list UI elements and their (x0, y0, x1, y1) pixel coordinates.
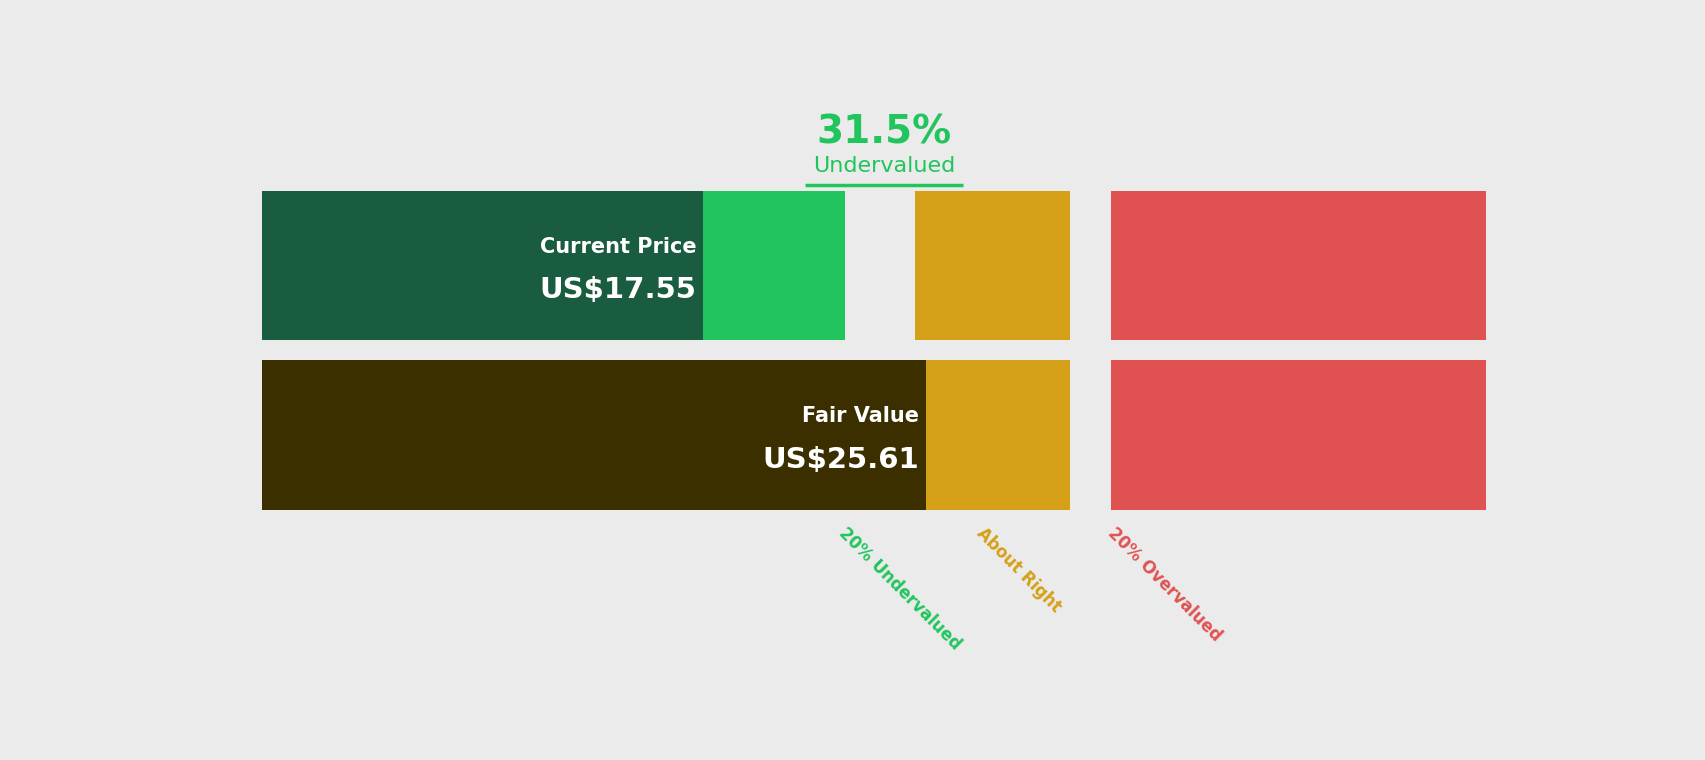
Text: US$17.55: US$17.55 (539, 276, 696, 304)
Bar (1110, 360, 1485, 510)
Bar (263, 191, 702, 340)
Bar (844, 191, 914, 340)
Text: 31.5%: 31.5% (817, 113, 951, 151)
Text: 20% Overvalued: 20% Overvalued (1103, 524, 1224, 645)
Bar (263, 191, 844, 340)
Bar (263, 360, 926, 510)
Bar (263, 360, 844, 510)
Bar (1069, 360, 1110, 510)
Text: Current Price: Current Price (539, 236, 696, 257)
Bar (914, 191, 1069, 340)
Text: About Right: About Right (972, 524, 1064, 616)
Bar (914, 360, 1069, 510)
Bar (1069, 191, 1110, 340)
Text: Undervalued: Undervalued (813, 156, 955, 176)
Text: 20% Undervalued: 20% Undervalued (834, 524, 963, 654)
Bar (1110, 191, 1485, 340)
Text: US$25.61: US$25.61 (762, 445, 919, 473)
Text: Fair Value: Fair Value (801, 407, 919, 426)
Bar (844, 360, 914, 510)
